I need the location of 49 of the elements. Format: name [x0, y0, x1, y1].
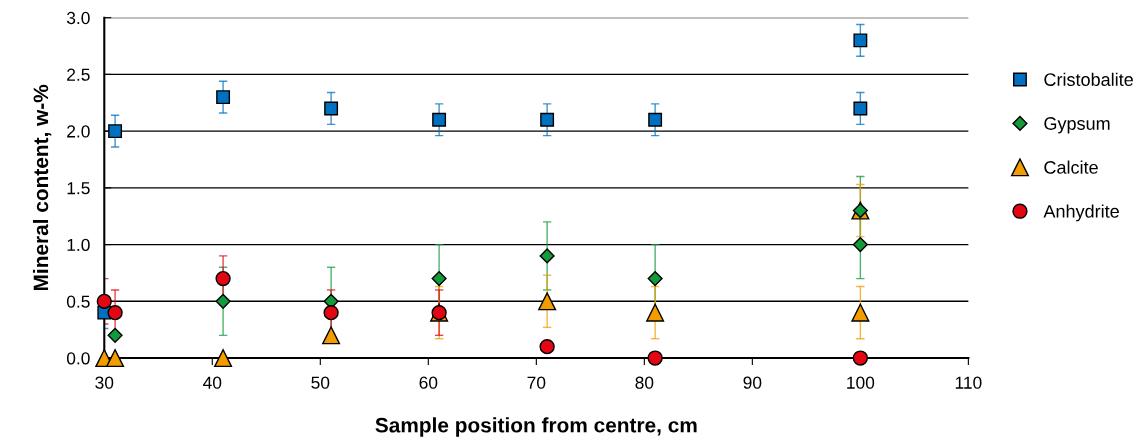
point [96, 293, 112, 309]
point [853, 101, 868, 116]
point [648, 112, 663, 127]
point [853, 33, 868, 48]
y-tick-label: 1.0 [67, 238, 90, 252]
y-tick-label: 2.5 [67, 68, 90, 81]
x-tick-label: 40 [203, 376, 222, 389]
point [539, 248, 555, 264]
point [107, 327, 123, 343]
point [852, 350, 868, 366]
x-tick-label: 80 [635, 376, 654, 389]
x-tick-label: 100 [847, 376, 875, 389]
legend-label: Gypsum [1044, 117, 1110, 134]
y-tick-label: 0.0 [66, 352, 90, 365]
point [852, 237, 868, 253]
point [215, 293, 231, 309]
point [215, 270, 231, 287]
point [538, 292, 557, 311]
y-tick-label: 1.5 [67, 182, 90, 195]
point [431, 271, 447, 287]
point [323, 305, 339, 321]
x-tick-label: 30 [95, 376, 114, 389]
point [539, 339, 555, 355]
x-tick-label: 70 [527, 376, 546, 389]
point [851, 303, 870, 322]
y-tick-label: 3.0 [66, 11, 90, 25]
legend-label: Cristobalite [1044, 72, 1133, 86]
point [214, 348, 233, 368]
legend-label: Anhydrite [1043, 204, 1119, 222]
point [322, 326, 341, 345]
point [216, 90, 231, 105]
point [540, 112, 555, 127]
point [106, 348, 125, 368]
x-tick-label: 90 [743, 376, 762, 389]
x-tick-label: 60 [419, 376, 438, 389]
point [432, 112, 447, 127]
point [647, 271, 663, 287]
y-tick-label: 2.0 [67, 125, 90, 138]
legend-label: Calcite [1044, 160, 1098, 174]
point [324, 101, 339, 116]
x-tick-label: 50 [311, 376, 330, 389]
point [107, 305, 123, 321]
point [108, 124, 123, 139]
y-tick-label: 0.5 [66, 295, 90, 308]
x-axis-title: Sample position from centre, cm [375, 417, 697, 437]
point [646, 303, 665, 322]
point [647, 350, 663, 366]
y-axis-title: Mineral content, w-% [32, 84, 52, 291]
x-tick-label: 110 [955, 376, 982, 389]
